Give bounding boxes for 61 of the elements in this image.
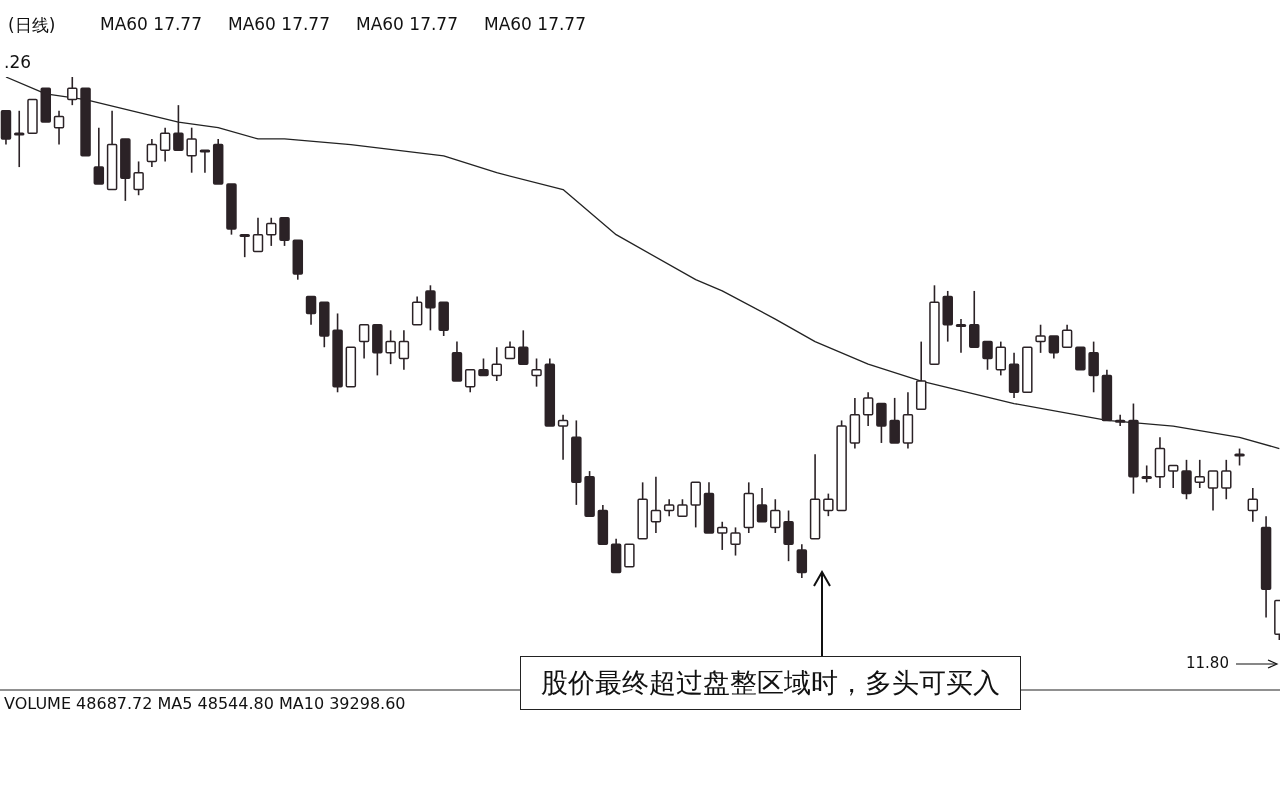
candlestick [173,104,184,151]
candlestick [557,414,569,461]
text: 股价最终超过盘整区域时，多头可买入 [520,656,1021,710]
candlestick [133,160,144,197]
candlestick [730,526,741,557]
candlestick [398,329,410,371]
candlestick [159,126,171,163]
candlestick [756,487,768,523]
candlestick [305,295,317,326]
candlestick [969,290,980,349]
candlestick [1088,340,1099,394]
candlestick [862,391,874,427]
candlestick [199,149,211,174]
candlestick [239,233,250,258]
candlestick [425,284,436,332]
candlestick [518,329,529,365]
candlestick [1167,464,1179,489]
candlestick [531,357,542,388]
text: .26 [4,52,32,72]
text: 11.80 [1186,654,1229,672]
candlestick [358,323,370,360]
candlestick [491,346,502,382]
candlestick [411,295,423,326]
candlestick [995,340,1007,377]
candlestick [1075,346,1086,371]
text: MA60 17.77 [228,14,330,34]
candlestick [690,481,701,529]
candlestick [146,138,158,168]
candlestick [796,543,808,579]
candlestick [1194,459,1205,489]
candlestick [385,329,396,365]
candlestick [1181,459,1192,501]
candlestick [1221,459,1232,501]
candlestick [770,498,781,534]
candlestick [1061,323,1073,349]
candlestick [783,509,794,562]
candlestick [1048,335,1060,360]
text: MA60 17.77 [484,14,586,34]
candlestick [252,216,264,253]
text: MA60 17.77 [356,14,458,34]
candlestick [624,543,635,568]
candlestick [186,126,197,174]
chart-title: (日线) [8,14,56,37]
candlestick [464,368,476,394]
candlestick [266,216,277,247]
text: MA60 17.77 [100,14,202,34]
text: VOLUME 48687.72 MA5 48544.80 MA10 39298.60 [4,694,406,713]
candlestick [823,492,834,517]
candlestick [716,520,728,551]
candlestick [279,216,290,247]
candlestick [982,340,993,371]
candlestick [53,109,65,146]
candlestick [650,475,662,534]
candlestick [93,126,105,185]
candlestick [1247,487,1259,523]
candlestick [889,397,900,444]
candlestick [13,109,25,168]
candlestick [955,318,967,354]
candlestick [1207,470,1219,512]
candlestick [1035,323,1046,354]
candlestick [876,402,887,444]
